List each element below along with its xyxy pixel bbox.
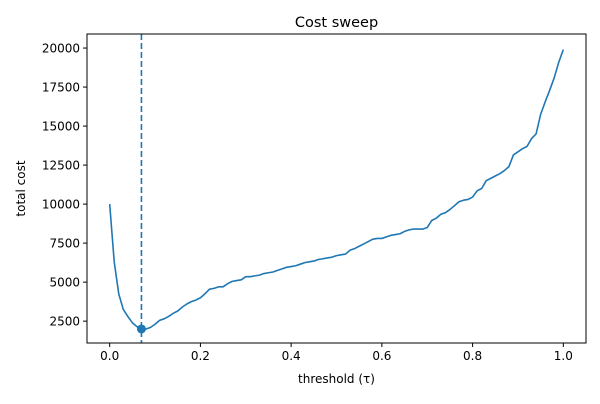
x-tick-label: 1.0 bbox=[554, 349, 573, 363]
optimum-point bbox=[136, 324, 146, 334]
y-tick-label: 12500 bbox=[42, 159, 80, 173]
x-tick-label: 0.6 bbox=[372, 349, 391, 363]
y-tick-label: 17500 bbox=[42, 81, 80, 95]
cost-line bbox=[108, 49, 565, 330]
y-tick-label: 7500 bbox=[49, 237, 80, 251]
chart-title: Cost sweep bbox=[295, 15, 378, 31]
x-tick-label: 0.4 bbox=[282, 349, 301, 363]
y-tick-label: 2500 bbox=[49, 315, 80, 329]
plot-area bbox=[108, 34, 565, 343]
x-axis-label: threshold (τ) bbox=[298, 372, 375, 386]
x-tick-label: 0.2 bbox=[191, 349, 210, 363]
y-tick-label: 15000 bbox=[42, 120, 80, 134]
y-tick-label: 20000 bbox=[42, 42, 80, 56]
y-tick-label: 10000 bbox=[42, 198, 80, 212]
y-tick-label: 5000 bbox=[49, 276, 80, 290]
x-tick-label: 0.0 bbox=[100, 349, 119, 363]
x-axis: 0.0 0.2 0.4 0.6 0.8 1.0 bbox=[100, 343, 573, 363]
y-axis-label: total cost bbox=[14, 160, 28, 216]
y-axis: 2500 5000 7500 10000 12500 15000 17500 20000 bbox=[42, 42, 87, 329]
x-tick-label: 0.8 bbox=[463, 349, 482, 363]
axes-frame bbox=[86, 33, 587, 344]
